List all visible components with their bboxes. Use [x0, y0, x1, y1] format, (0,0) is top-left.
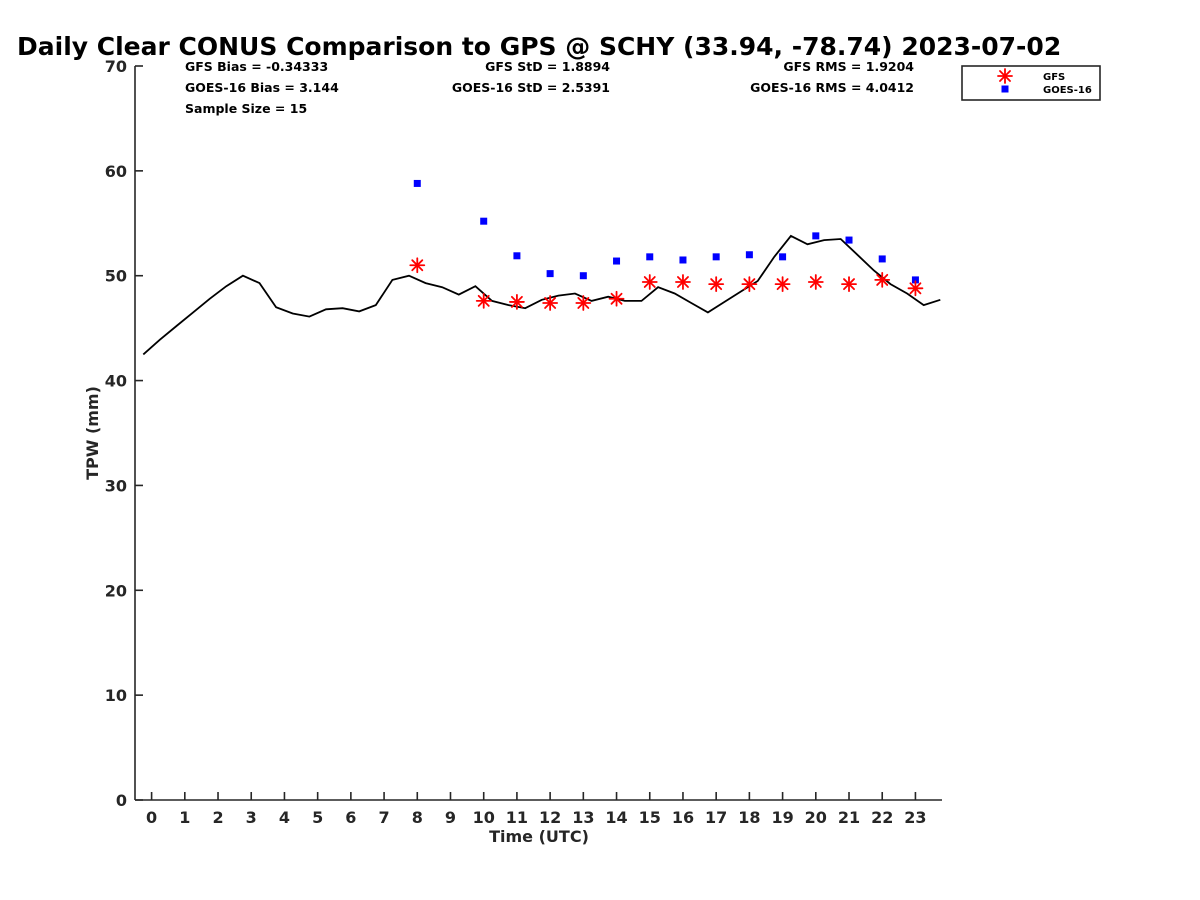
y-tick-label: 20	[105, 581, 127, 600]
x-tick-label: 23	[904, 808, 926, 827]
gfs-point	[475, 292, 492, 309]
y-tick-label: 70	[105, 57, 127, 76]
y-tick-label: 0	[116, 791, 127, 810]
x-tick-label: 5	[312, 808, 323, 827]
stat-sample-size: Sample Size = 15	[185, 101, 307, 116]
stat-goes-bias: GOES-16 Bias = 3.144	[185, 80, 339, 95]
x-tick-label: 14	[605, 808, 627, 827]
y-tick-label: 60	[105, 162, 127, 181]
x-tick-label: 7	[379, 808, 390, 827]
y-tick-label: 40	[105, 372, 127, 391]
x-tick-label: 3	[246, 808, 257, 827]
goes16-point	[513, 252, 521, 260]
goes16-point	[712, 253, 720, 261]
goes16-point	[878, 255, 886, 263]
x-tick-label: 17	[705, 808, 727, 827]
gps-series-line	[142, 234, 941, 356]
x-tick-label: 2	[212, 808, 223, 827]
gfs-point	[575, 295, 592, 311]
x-tick-label: 8	[412, 808, 423, 827]
gfs-point	[841, 276, 857, 293]
x-tick-label: 22	[871, 808, 893, 827]
legend-goes-marker	[1001, 85, 1009, 93]
x-tick-label: 6	[345, 808, 356, 827]
y-axis-label: TPW (mm)	[83, 386, 102, 480]
goes16-point	[480, 217, 488, 225]
y-tick-label: 30	[105, 476, 127, 495]
x-tick-label: 20	[805, 808, 827, 827]
goes16-point	[845, 236, 853, 244]
stat-gfs-std: GFS StD = 1.8894	[485, 59, 610, 74]
goes16-point	[679, 256, 687, 264]
goes16-point	[745, 251, 753, 259]
legend-goes-label: GOES-16	[1043, 85, 1092, 96]
x-axis: 0 1 2 3 4 5 6 7 8 9 10 11 12 13 14 15 16 17 18 19 20 21 22 23	[146, 792, 927, 827]
gfs-point	[641, 274, 658, 290]
goes16-point	[646, 253, 654, 261]
y-tick-label: 50	[105, 267, 127, 286]
goes16-point	[812, 232, 820, 240]
stat-goes-rms: GOES-16 RMS = 4.0412	[750, 80, 914, 95]
gfs-point	[708, 276, 725, 293]
plot-area	[142, 179, 941, 356]
gfs-point	[608, 290, 625, 307]
gfs-point	[807, 274, 824, 290]
legend: GFS GOES-16	[961, 65, 1101, 101]
x-tick-label: 4	[279, 808, 290, 827]
x-tick-label: 10	[473, 808, 495, 827]
goes16-point	[413, 179, 421, 187]
gfs-point	[774, 276, 791, 293]
legend-gfs-label: GFS	[1043, 72, 1065, 83]
x-tick-label: 19	[771, 808, 793, 827]
stat-goes-std: GOES-16 StD = 2.5391	[452, 80, 610, 95]
gfs-point	[741, 276, 758, 293]
stat-gfs-rms: GFS RMS = 1.9204	[783, 59, 914, 74]
goes16-point	[579, 272, 587, 280]
x-tick-label: 18	[738, 808, 760, 827]
legend-gfs-asterisk	[997, 68, 1013, 84]
gfs-point	[675, 274, 691, 290]
x-tick-label: 9	[445, 808, 456, 827]
gfs-point	[542, 295, 559, 311]
goes16-point	[546, 270, 554, 278]
x-tick-label: 21	[838, 808, 860, 827]
x-tick-label: 11	[506, 808, 528, 827]
x-tick-label: 12	[539, 808, 561, 827]
chart-title: Daily Clear CONUS Comparison to GPS @ SC…	[17, 32, 1061, 61]
x-tick-label: 13	[572, 808, 594, 827]
gfs-point	[907, 280, 924, 297]
legend-gfs-marker	[997, 68, 1013, 84]
y-axis: 0 10 20 30 40 50 60 70	[105, 57, 143, 810]
y-tick-label: 10	[105, 686, 127, 705]
x-tick-label: 16	[672, 808, 694, 827]
gfs-point	[509, 294, 525, 310]
gfs-point	[874, 272, 891, 288]
x-tick-label: 15	[639, 808, 661, 827]
x-axis-label: Time (UTC)	[489, 827, 589, 846]
goes16-point	[613, 257, 621, 265]
gfs-point	[409, 257, 426, 274]
goes16-point	[779, 253, 787, 261]
x-tick-label: 0	[146, 808, 157, 827]
x-tick-label: 1	[179, 808, 190, 827]
goes16-point	[911, 276, 919, 284]
stat-gfs-bias: GFS Bias = -0.34333	[185, 59, 328, 74]
legend-box	[961, 65, 1101, 101]
